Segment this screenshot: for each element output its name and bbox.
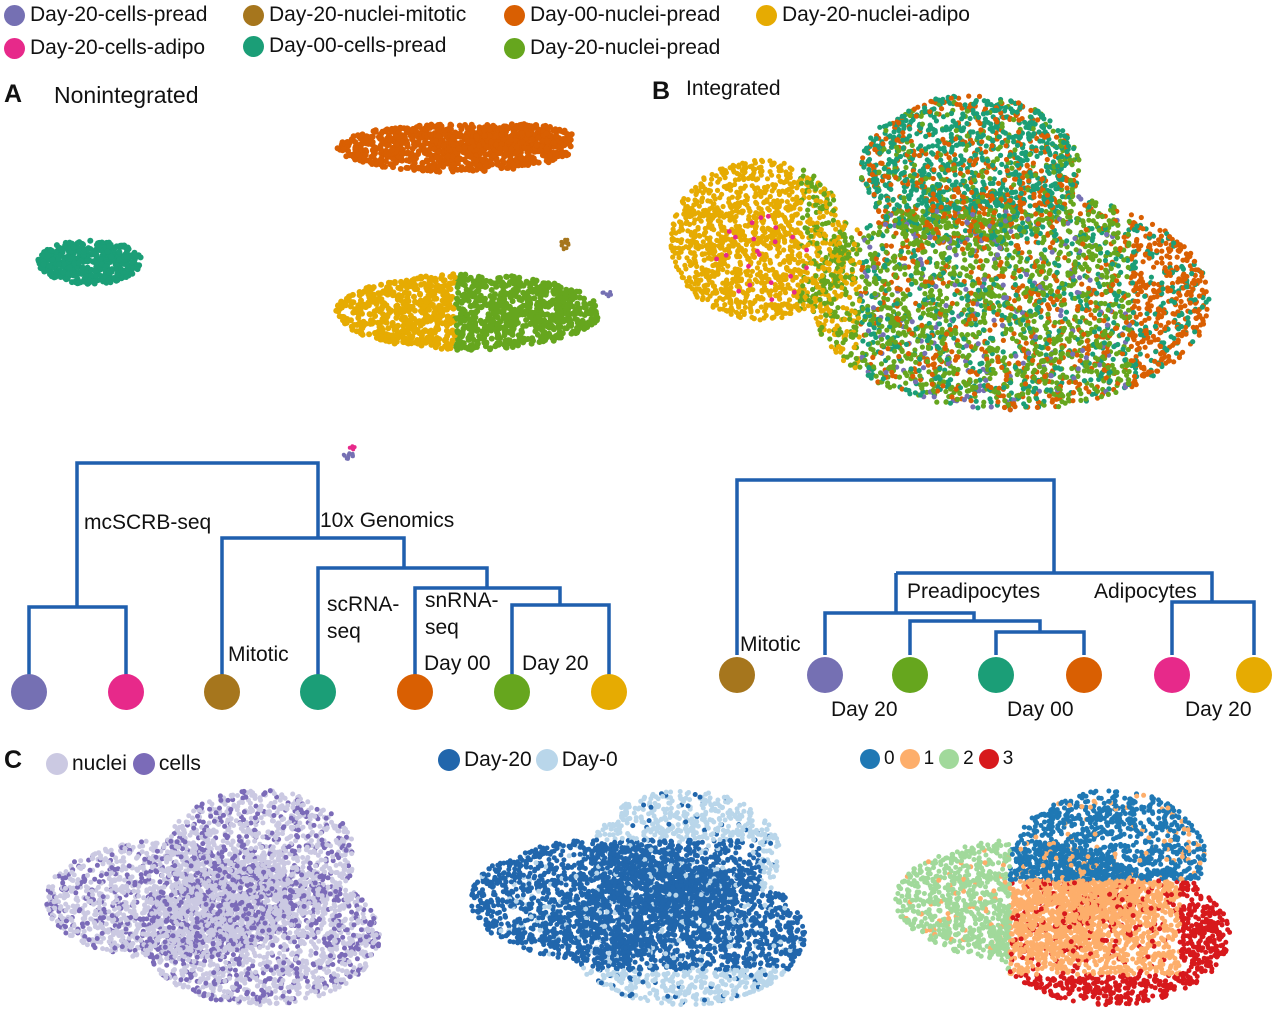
legend-swatch: [438, 749, 460, 771]
legend-swatch: [536, 749, 558, 771]
leaf-node: [1154, 657, 1190, 693]
cluster-day20-nuclei: [333, 271, 600, 353]
cluster-day00-cells-pread: [35, 238, 143, 287]
umap-scatter-bottom: [0, 770, 1280, 1030]
dendro-b-label: Adipocytes: [1094, 580, 1197, 604]
legend-swatch: [979, 749, 999, 769]
leaf-node: [807, 657, 843, 693]
leaf-node: [719, 657, 755, 693]
leaf-node: [1236, 657, 1272, 693]
dendro-a-label: mcSCRB-seq: [84, 511, 211, 535]
dendrogram-b-leaves: [720, 645, 1280, 705]
c3-legend: 0 1 2 3: [860, 748, 1013, 770]
dendro-a-label: scRNA-: [327, 593, 399, 617]
leaf-node: [300, 674, 336, 710]
leaf-node: [892, 657, 928, 693]
dendro-a-label: 10x Genomics: [320, 509, 454, 533]
legend-label: 0: [884, 748, 895, 770]
leaf-node: [204, 674, 240, 710]
legend-swatch: [900, 749, 920, 769]
leaf-node: [11, 674, 47, 710]
cluster-cells-adipo: [348, 444, 357, 451]
legend-label: 3: [1003, 748, 1014, 770]
cluster-cells-pread: [601, 290, 614, 298]
cluster-mitotic: [559, 238, 570, 252]
dendrogram-a-leaves: [0, 662, 640, 722]
leaf-node: [591, 674, 627, 710]
leaf-node: [108, 674, 144, 710]
legend-label: Day-20: [464, 748, 532, 772]
leaf-node: [1066, 657, 1102, 693]
legend-label: 2: [963, 748, 974, 770]
c2-legend: Day-20 Day-0: [438, 748, 618, 772]
dendro-a-label: seq: [327, 620, 361, 644]
integrated-cluster: [669, 158, 852, 323]
leaf-node: [978, 657, 1014, 693]
legend-swatch: [860, 749, 880, 769]
dendro-b-label: Preadipocytes: [907, 580, 1040, 604]
legend-swatch: [939, 749, 959, 769]
dendro-a-label: seq: [425, 616, 459, 640]
legend-label: Day-0: [562, 748, 618, 772]
dendrogram-b-branches: [737, 480, 1254, 655]
legend-label: 1: [924, 748, 935, 770]
dendro-a-label: snRNA-: [425, 589, 499, 613]
integrated-cluster: [808, 187, 1211, 412]
umap-scatter-top: [0, 0, 1280, 470]
leaf-node: [494, 674, 530, 710]
leaf-node: [397, 674, 433, 710]
